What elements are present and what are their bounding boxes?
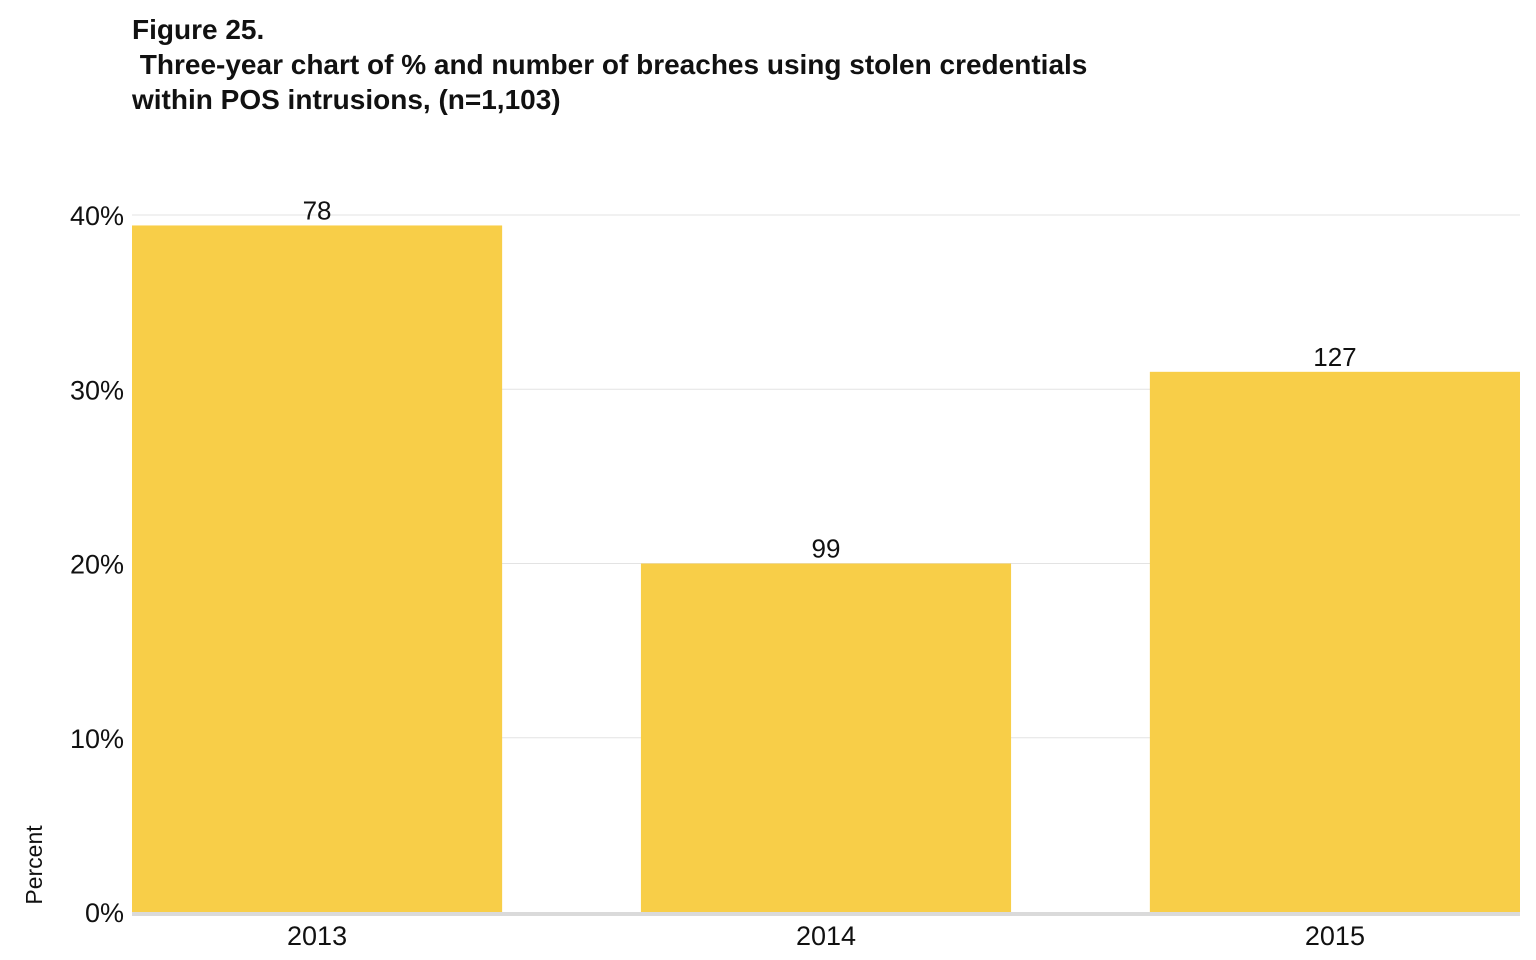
x-tick-label: 2013 [287, 921, 347, 951]
y-tick-label: 30% [70, 375, 124, 405]
bar-2013 [132, 225, 503, 912]
y-axis-label: Percent [21, 825, 47, 905]
bars [132, 225, 1520, 916]
bar-2014 [640, 563, 1012, 912]
y-tick-label: 0% [85, 898, 124, 928]
bar-data-labels: 78 99 127 [303, 195, 1357, 563]
chart-title: Figure 25. [132, 14, 265, 45]
x-tick-label: 2014 [796, 921, 856, 951]
chart-subtitle-line-1: Three-year chart of % and number of brea… [132, 49, 1088, 80]
bar-data-label: 78 [303, 195, 332, 225]
bar-data-label: 127 [1313, 342, 1356, 372]
chart-subtitle-line-2: within POS intrusions, (n=1,103) [132, 84, 561, 115]
y-axis-ticks: 0% 10% 20% 30% 40% [70, 201, 124, 928]
bar-2015 [1149, 371, 1520, 912]
x-tick-label: 2015 [1305, 921, 1365, 951]
y-tick-label: 20% [70, 550, 124, 580]
y-tick-label: 10% [70, 724, 124, 754]
chart-title-block: Figure 25. Three-year chart of % and num… [132, 12, 1332, 117]
x-axis-ticks: 2013 2014 2015 [287, 921, 1365, 951]
bar-data-label: 99 [812, 534, 841, 564]
y-tick-label: 40% [70, 201, 124, 231]
